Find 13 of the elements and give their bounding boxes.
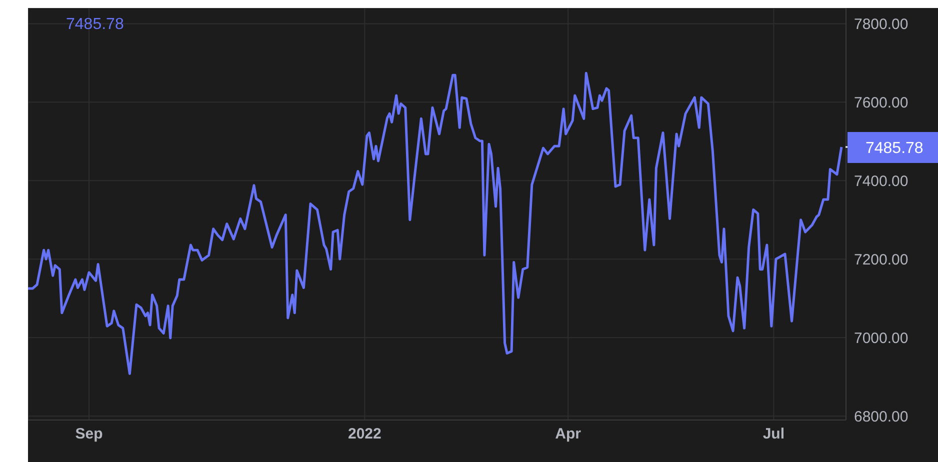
line-series [28,72,843,375]
y-tick-label: 7400.00 [854,172,908,190]
y-tick-label: 7000.00 [854,330,908,347]
y-tick-label: 6800.00 [854,408,908,426]
x-tick-label: Apr [555,426,582,443]
x-tick-label: Jul [762,426,785,443]
annotation: 7485.78 [865,140,924,157]
x-tick-label: 2022 [348,426,382,443]
text: 7485.78 [66,16,124,33]
x-tick-label: Sep [75,426,103,443]
y-tick-label: 7600.00 [854,94,908,112]
y-tick-label: 7200.00 [854,251,908,268]
y-tick-label: 7800.00 [854,16,908,34]
